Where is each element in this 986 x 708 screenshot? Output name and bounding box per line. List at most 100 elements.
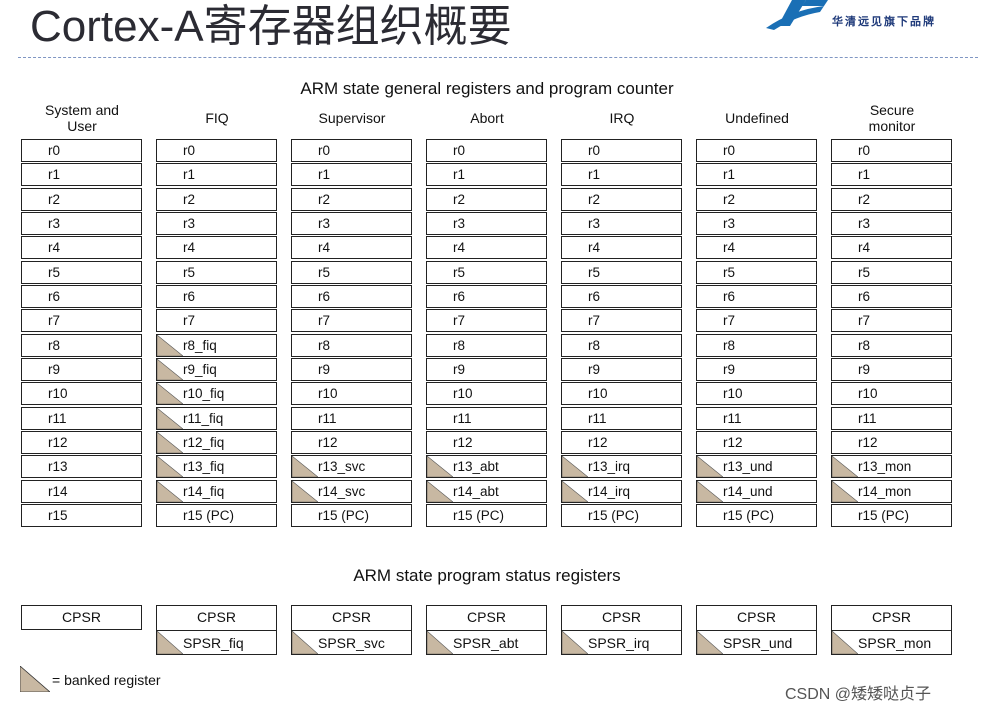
register-label: r13_fiq bbox=[183, 459, 225, 474]
register-label: r8 bbox=[318, 338, 331, 353]
register-label: r6 bbox=[183, 289, 196, 304]
register-cell: r0 bbox=[561, 139, 682, 162]
register-label: r0 bbox=[48, 143, 61, 158]
register-cell: r9 bbox=[21, 358, 142, 381]
register-label: r3 bbox=[183, 216, 196, 231]
register-cell: r15 (PC) bbox=[156, 504, 277, 527]
register-label: r13_abt bbox=[453, 459, 499, 474]
register-label: r3 bbox=[453, 216, 466, 231]
register-label: r0 bbox=[318, 143, 331, 158]
csdn-watermark: CSDN @矮矮哒贞子 bbox=[785, 686, 932, 703]
register-cell: r8 bbox=[426, 334, 547, 357]
spsr-label: SPSR_mon bbox=[858, 635, 932, 651]
register-cell: r4 bbox=[156, 236, 277, 259]
register-cell: r10 bbox=[696, 382, 817, 405]
register-label: r6 bbox=[588, 289, 601, 304]
register-cell: r2 bbox=[156, 188, 277, 211]
register-label: r5 bbox=[723, 265, 736, 280]
spsr-label: SPSR_abt bbox=[453, 635, 519, 651]
register-cell: r2 bbox=[831, 188, 952, 211]
register-label: r9 bbox=[48, 362, 61, 377]
register-cell: r6 bbox=[831, 285, 952, 308]
register-cell: r11_fiq bbox=[156, 407, 277, 430]
brand-logo bbox=[762, 0, 986, 34]
register-cell: r4 bbox=[21, 236, 142, 259]
register-cell: r5 bbox=[696, 261, 817, 284]
register-label: r11_fiq bbox=[183, 411, 224, 426]
register-cell: r3 bbox=[696, 212, 817, 235]
mode-header-line: User bbox=[67, 118, 97, 134]
register-cell: r14_fiq bbox=[156, 480, 277, 503]
register-label: r6 bbox=[723, 289, 736, 304]
register-cell: r12 bbox=[21, 431, 142, 454]
register-label: r3 bbox=[318, 216, 331, 231]
register-label: r2 bbox=[858, 192, 871, 207]
spsr-label: SPSR_fiq bbox=[183, 635, 244, 651]
register-cell: r12 bbox=[696, 431, 817, 454]
register-cell: r1 bbox=[291, 163, 412, 186]
register-cell: r7 bbox=[291, 309, 412, 332]
cpsr-label: CPSR bbox=[602, 609, 641, 625]
register-cell: r11 bbox=[291, 407, 412, 430]
register-label: r2 bbox=[318, 192, 331, 207]
register-label: r14 bbox=[48, 484, 68, 499]
register-label: r14_abt bbox=[453, 484, 499, 499]
register-label: r14_irq bbox=[588, 484, 631, 499]
register-cell: r5 bbox=[156, 261, 277, 284]
register-cell: r11 bbox=[21, 407, 142, 430]
register-label: r15 (PC) bbox=[318, 508, 370, 523]
register-label: r7 bbox=[48, 313, 61, 328]
register-cell: r1 bbox=[156, 163, 277, 186]
register-cell: r9_fiq bbox=[156, 358, 277, 381]
psr-divider bbox=[157, 630, 276, 631]
title-divider bbox=[18, 57, 978, 58]
banked-marker bbox=[157, 456, 183, 477]
banked-marker bbox=[697, 481, 723, 502]
register-cell: r0 bbox=[156, 139, 277, 162]
banked-marker bbox=[157, 383, 183, 404]
register-label: r9_fiq bbox=[183, 362, 217, 377]
register-label: r15 bbox=[48, 508, 68, 523]
register-label: r1 bbox=[723, 167, 736, 182]
register-cell: r13_irq bbox=[561, 455, 682, 478]
banked-marker bbox=[291, 630, 319, 655]
register-label: r14_mon bbox=[858, 484, 912, 499]
banked-marker bbox=[832, 481, 858, 502]
register-cell: r2 bbox=[696, 188, 817, 211]
register-label: r8 bbox=[858, 338, 871, 353]
register-label: r7 bbox=[588, 313, 601, 328]
register-cell: r15 (PC) bbox=[426, 504, 547, 527]
register-cell: r8 bbox=[21, 334, 142, 357]
register-cell: r4 bbox=[426, 236, 547, 259]
register-cell: r3 bbox=[156, 212, 277, 235]
banked-marker bbox=[157, 481, 183, 502]
register-cell: r12 bbox=[291, 431, 412, 454]
psr-box: CPSR SPSR_svc bbox=[291, 605, 412, 655]
register-cell: r3 bbox=[426, 212, 547, 235]
register-label: r9 bbox=[453, 362, 466, 377]
cpsr-label: CPSR bbox=[62, 609, 101, 625]
mode-header: System and User bbox=[21, 102, 143, 134]
register-label: r1 bbox=[48, 167, 61, 182]
psr-box: CPSR SPSR_fiq bbox=[156, 605, 277, 655]
register-cell: r2 bbox=[561, 188, 682, 211]
mode-header: Undefined bbox=[696, 110, 818, 126]
banked-marker bbox=[562, 481, 588, 502]
register-cell: r11 bbox=[831, 407, 952, 430]
register-cell: r7 bbox=[426, 309, 547, 332]
register-cell: r12 bbox=[561, 431, 682, 454]
register-label: r4 bbox=[588, 240, 601, 255]
register-label: r11 bbox=[723, 411, 742, 426]
banked-marker bbox=[831, 630, 859, 655]
register-cell: r7 bbox=[21, 309, 142, 332]
register-cell: r14_svc bbox=[291, 480, 412, 503]
register-cell: r4 bbox=[696, 236, 817, 259]
register-label: r10 bbox=[723, 386, 743, 401]
register-cell: r7 bbox=[561, 309, 682, 332]
psr-box: CPSR SPSR_irq bbox=[561, 605, 682, 655]
register-cell: r10 bbox=[561, 382, 682, 405]
register-label: r11 bbox=[48, 411, 67, 426]
register-cell: r6 bbox=[561, 285, 682, 308]
mode-header: Abort bbox=[426, 110, 548, 126]
cpsr-label: CPSR bbox=[197, 609, 236, 625]
